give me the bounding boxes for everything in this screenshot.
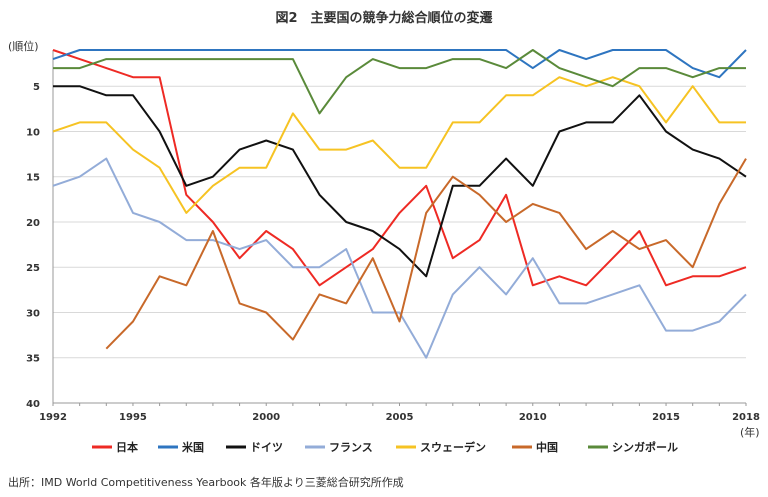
legend: 日本 米国 ドイツ フランス スウェーデン 中国 シンガポール <box>92 440 678 454</box>
x-tick-label: 2000 <box>252 412 280 423</box>
legend-label: 中国 <box>536 440 558 454</box>
legend-label: 日本 <box>116 440 138 454</box>
axes <box>52 50 746 404</box>
legend-item: スウェーデン <box>396 440 486 454</box>
y-tick-label: 15 <box>26 173 40 184</box>
x-tick-label: 1992 <box>39 412 67 423</box>
gridlines <box>53 85 746 404</box>
series-lines <box>52 49 747 359</box>
legend-label: シンガポール <box>612 440 678 454</box>
legend-item: 米国 <box>158 440 204 454</box>
series-line-6 <box>53 49 746 115</box>
y-tick-label: 40 <box>26 399 40 410</box>
y-tick-label: 30 <box>26 308 40 319</box>
y-tick-label: 10 <box>26 127 40 138</box>
x-tick-label: 2005 <box>386 412 414 423</box>
legend-item: 中国 <box>512 440 558 454</box>
legend-label: フランス <box>329 441 373 454</box>
y-tick-label: 5 <box>33 82 40 93</box>
legend-item: シンガポール <box>588 440 678 454</box>
y-axis-ticks: 5 10 15 20 25 30 35 40 <box>26 82 40 410</box>
legend-label: スウェーデン <box>420 440 486 454</box>
x-tick-label: 2018 <box>732 412 760 423</box>
series-line-5 <box>105 158 747 350</box>
series-line-4 <box>52 76 746 214</box>
x-tick-label: 2010 <box>519 412 547 423</box>
legend-item: ドイツ <box>226 441 283 454</box>
series-line-0 <box>52 49 747 287</box>
x-axis-ticks: 1992 1995 2000 2005 2010 2015 2018 <box>39 403 760 423</box>
x-axis-label: (年) <box>740 425 760 439</box>
chart-title: 図2 主要国の競争力総合順位の変遷 <box>275 10 492 26</box>
x-tick-label: 2015 <box>652 412 680 423</box>
y-tick-label: 20 <box>26 218 40 229</box>
y-tick-label: 25 <box>26 263 40 274</box>
legend-label: ドイツ <box>250 441 283 454</box>
series-line-3 <box>52 157 747 359</box>
series-line-2 <box>53 85 747 278</box>
legend-item: フランス <box>305 441 373 454</box>
legend-item: 日本 <box>92 440 138 454</box>
x-tick-label: 1995 <box>119 412 147 423</box>
source-note: 出所：IMD World Competitiveness Yearbook 各年… <box>8 475 404 489</box>
y-tick-label: 35 <box>26 354 40 365</box>
legend-label: 米国 <box>181 440 204 454</box>
series-line-1 <box>52 49 747 79</box>
y-axis-label: (順位) <box>8 39 39 53</box>
